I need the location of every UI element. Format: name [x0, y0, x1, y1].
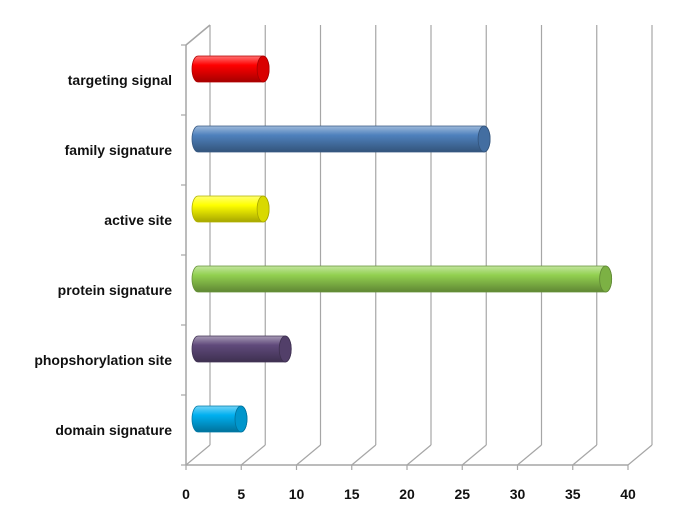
gridline-floor: [517, 444, 542, 466]
gridline-floor: [461, 444, 487, 466]
bar-end-cap: [256, 195, 270, 223]
gridlines: [185, 25, 653, 466]
bar-body: [191, 335, 292, 363]
x-tick-label: 30: [510, 486, 526, 502]
category-label: active site: [104, 212, 172, 228]
bar-end-cap: [234, 405, 248, 433]
bar-active-site: [191, 195, 270, 223]
bar-end-cap: [278, 335, 292, 363]
category-label: protein signature: [58, 282, 173, 298]
x-tick-label: 40: [620, 486, 636, 502]
axes: [181, 24, 629, 470]
gridline-floor: [572, 444, 598, 466]
tick-labels: 0 5 10 15 20 25 30 35 40: [182, 486, 636, 502]
bar-targeting-signal: [191, 55, 270, 83]
bar-family-signature: [191, 125, 491, 153]
bars: [191, 55, 613, 433]
x-tick-label: 10: [289, 486, 305, 502]
gridline-floor: [240, 444, 266, 466]
gridline-floor: [406, 444, 432, 466]
category-labels: targeting signal family signature active s…: [34, 72, 172, 438]
x-tick-label: 20: [399, 486, 415, 502]
x-tick-label: 15: [344, 486, 360, 502]
gridline-floor: [351, 444, 377, 466]
x-tick-label: 0: [182, 486, 190, 502]
category-label: family signature: [65, 142, 173, 158]
y-axis-top-edge: [185, 24, 211, 46]
gridline-floor: [627, 444, 653, 466]
x-tick-label: 5: [237, 486, 245, 502]
bar-phopshorylation-site: [191, 335, 292, 363]
bar-body: [191, 265, 613, 293]
category-label: phopshorylation site: [34, 352, 172, 368]
bar-end-cap: [256, 55, 270, 83]
category-label: domain signature: [55, 422, 172, 438]
x-tick-label: 35: [565, 486, 581, 502]
bar-domain-signature: [191, 405, 248, 433]
bar-body: [191, 125, 491, 153]
bar-protein-signature: [191, 265, 613, 293]
bar-end-cap: [599, 265, 613, 293]
x-tick-label: 25: [454, 486, 470, 502]
gridline-floor: [296, 444, 321, 466]
category-label: targeting signal: [68, 72, 172, 88]
gridline-floor: [185, 444, 211, 466]
bar-end-cap: [477, 125, 491, 153]
